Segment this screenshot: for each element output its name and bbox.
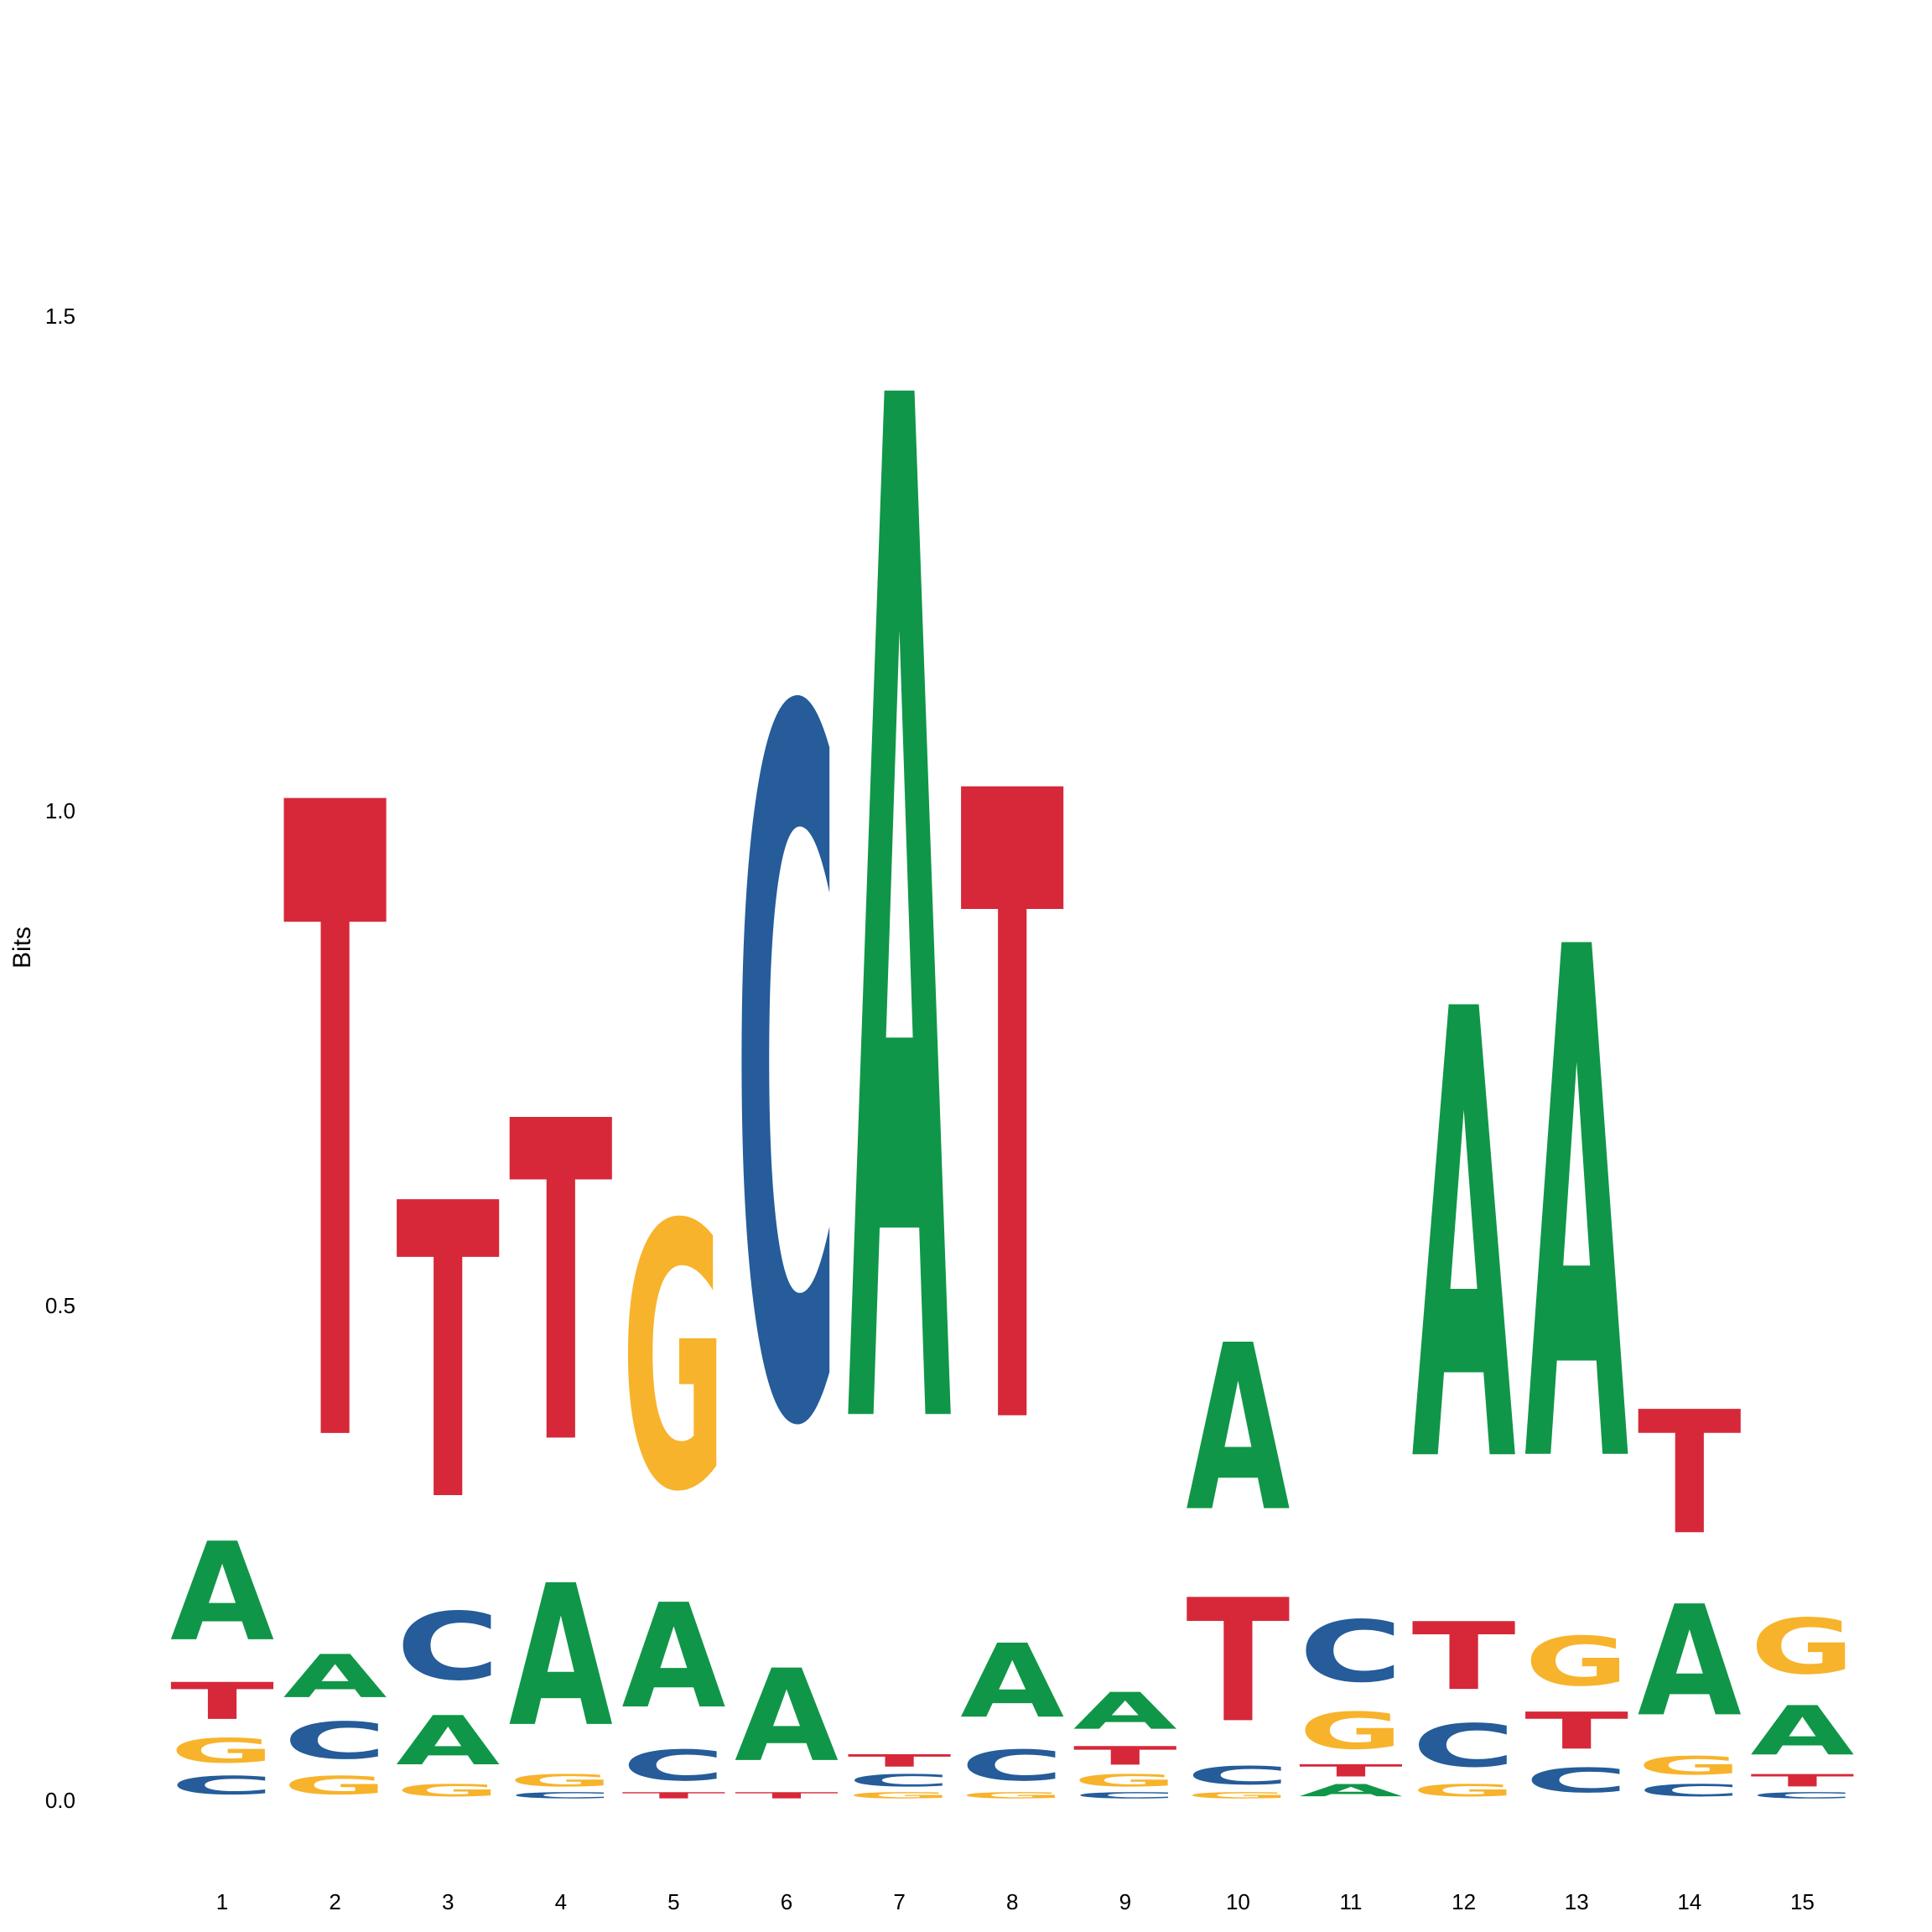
- logo-letter-g: G: [170, 1732, 274, 1771]
- logo-letter-c: C: [1524, 1761, 1628, 1800]
- x-tick-label: 12: [1452, 1889, 1476, 1914]
- logo-letter-a: A: [848, 112, 953, 1745]
- logo-letter-a: A: [1073, 1682, 1177, 1741]
- y-tick-label: 1.0: [45, 798, 75, 823]
- x-axis-ticks: 1 2 3 4 5 6 7 8 9 10 11 12 13 14 15: [216, 1889, 1815, 1914]
- logo-letter-g: G: [1412, 1781, 1516, 1800]
- logo-letter-c: C: [170, 1771, 274, 1800]
- logo-letter-t: T: [621, 1790, 725, 1800]
- logo-letter-t: T: [1073, 1741, 1177, 1770]
- x-tick-label: 7: [893, 1889, 905, 1914]
- x-tick-label: 5: [667, 1889, 679, 1914]
- x-tick-label: 2: [329, 1889, 340, 1914]
- logo-letter-c: C: [960, 1742, 1064, 1791]
- logo-letter-t: T: [1638, 1376, 1742, 1572]
- logo-letter-a: A: [396, 1701, 500, 1780]
- logo-letter-t: T: [848, 1751, 952, 1770]
- logo-letter-t: T: [1412, 1602, 1516, 1711]
- logo-letter-t: T: [1299, 1761, 1403, 1780]
- logo-letter-a: A: [1524, 804, 1629, 1621]
- logo-letter-c: C: [396, 1592, 500, 1701]
- logo-letter-t: T: [283, 625, 388, 1639]
- x-tick-label: 15: [1790, 1889, 1815, 1914]
- logo-letter-c: C: [1750, 1790, 1854, 1800]
- logo-letter-t: T: [170, 1672, 274, 1732]
- logo-letter-t: T: [1750, 1771, 1854, 1790]
- logo-letter-g: G: [1299, 1702, 1403, 1761]
- y-tick-label: 1.5: [45, 304, 75, 329]
- logo-letter-g: G: [960, 1790, 1064, 1800]
- logo-letter-g: G: [621, 1149, 725, 1572]
- logo-letter-g: G: [283, 1771, 387, 1800]
- y-tick-label: 0.0: [45, 1788, 75, 1813]
- logo-letter-c: C: [1299, 1602, 1403, 1701]
- logo-letter-g: G: [1073, 1771, 1177, 1790]
- logo-letter-c: C: [621, 1742, 725, 1791]
- logo-letter-g: G: [1524, 1623, 1628, 1701]
- logo-letter-a: A: [1299, 1780, 1403, 1800]
- logo-letter-c: C: [1638, 1781, 1742, 1800]
- logo-letter-a: A: [1638, 1574, 1742, 1751]
- x-tick-label: 13: [1565, 1889, 1589, 1914]
- x-tick-label: 3: [442, 1889, 454, 1914]
- logo-letter-t: T: [1186, 1564, 1290, 1760]
- logo-letters: CGTAGCATGACTCGATTCAGTACGCTAGCATCGTAGCTAA…: [170, 112, 1854, 1800]
- logo-letter-t: T: [960, 615, 1065, 1620]
- logo-letter-g: G: [848, 1790, 952, 1800]
- logo-letter-a: A: [1412, 880, 1517, 1600]
- x-tick-label: 14: [1677, 1889, 1701, 1914]
- logo-letter-t: T: [1524, 1701, 1628, 1761]
- logo-letter-c: C: [1412, 1711, 1516, 1780]
- logo-letter-c: C: [1186, 1761, 1290, 1790]
- logo-letter-g: G: [396, 1781, 500, 1800]
- x-tick-label: 4: [555, 1889, 567, 1914]
- logo-letter-c: C: [1073, 1790, 1177, 1800]
- logo-letter-g: G: [509, 1771, 613, 1790]
- x-tick-label: 6: [781, 1889, 792, 1914]
- logo-letter-c: C: [509, 1790, 613, 1800]
- y-axis-title: Bits: [8, 927, 36, 969]
- logo-letter-a: A: [170, 1514, 274, 1671]
- y-axis-ticks: 0.0 0.5 1.0 1.5: [45, 304, 75, 1813]
- logo-letter-a: A: [283, 1643, 387, 1711]
- logo-letter-a: A: [960, 1623, 1064, 1741]
- logo-letter-g: G: [1186, 1790, 1290, 1800]
- y-tick-label: 0.5: [45, 1293, 75, 1318]
- logo-letter-t: T: [509, 1030, 614, 1542]
- logo-letter-a: A: [735, 1642, 839, 1790]
- x-tick-label: 8: [1006, 1889, 1018, 1914]
- logo-letter-a: A: [509, 1545, 613, 1771]
- logo-letter-a: A: [621, 1574, 725, 1741]
- x-tick-label: 10: [1226, 1889, 1250, 1914]
- logo-letter-g: G: [1750, 1603, 1854, 1692]
- logo-letter-g: G: [1638, 1751, 1742, 1780]
- logo-letter-t: T: [735, 1790, 839, 1800]
- logo-letter-c: C: [283, 1711, 387, 1771]
- x-tick-label: 9: [1119, 1889, 1131, 1914]
- logo-letter-c: C: [735, 516, 839, 1639]
- logo-letter-a: A: [1186, 1296, 1290, 1562]
- logo-letter-c: C: [848, 1771, 952, 1790]
- x-tick-label: 1: [216, 1889, 228, 1914]
- logo-letter-a: A: [1750, 1691, 1854, 1770]
- x-tick-label: 11: [1340, 1889, 1363, 1914]
- logo-letter-t: T: [396, 1120, 501, 1592]
